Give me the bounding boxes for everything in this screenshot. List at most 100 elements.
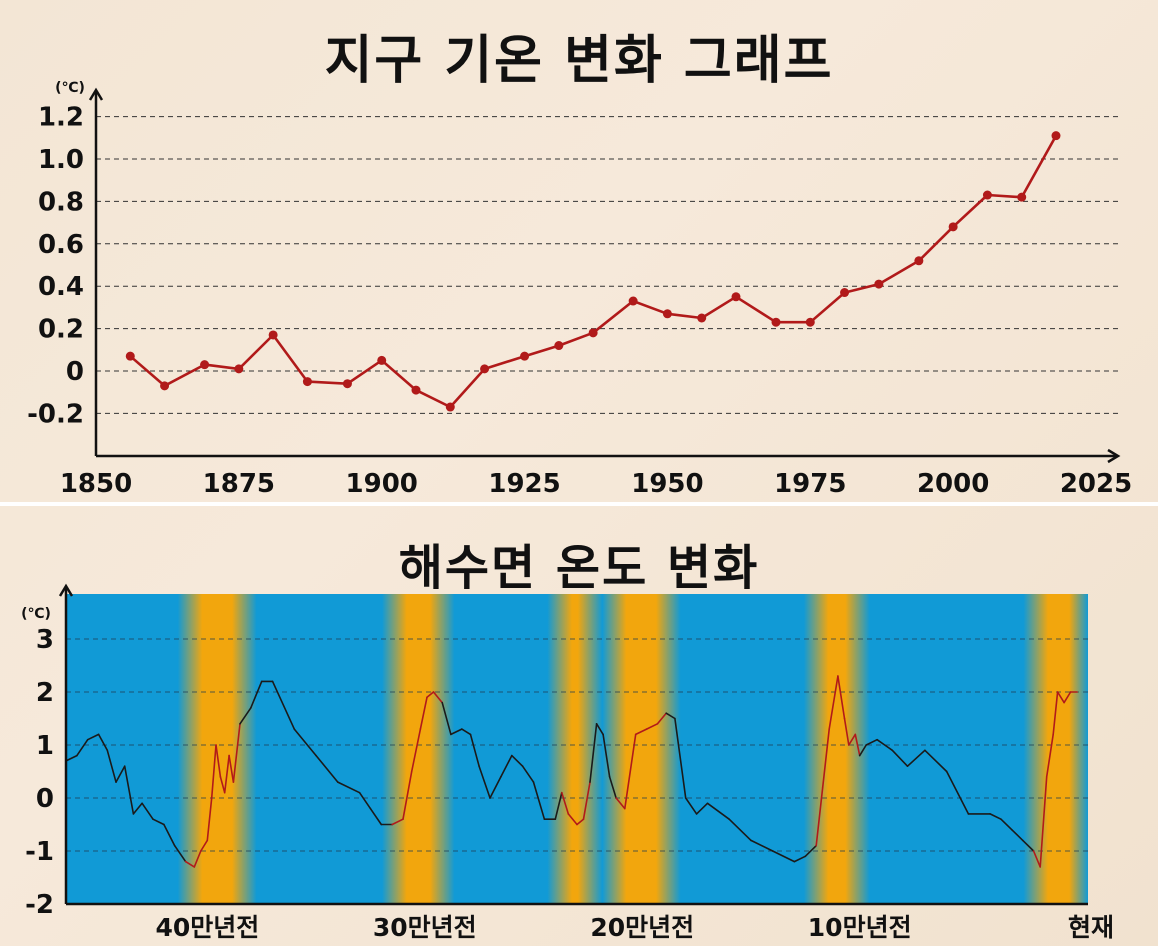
temperature-line-segment <box>847 733 857 746</box>
data-point <box>697 313 707 323</box>
x-tick-label: 40만년전 <box>155 913 259 942</box>
temperature-line-segment <box>804 844 818 858</box>
temperature-line-segment <box>1000 818 1013 831</box>
temperature-line-segment <box>369 807 383 826</box>
global-temperature-chart: (℃) 1.2 1.0 0.8 0.6 0.4 0.2 0 -0.2 1850 1875 1900 19… <box>27 80 1132 499</box>
temperature-line-segment <box>576 818 585 826</box>
y-tick-label: -0.2 <box>27 399 84 429</box>
y-tick-label: 3 <box>36 625 54 655</box>
x-tick-label: 20만년전 <box>590 913 694 942</box>
temperature-line-segment <box>1045 733 1054 778</box>
temperature-line-segment <box>184 860 196 868</box>
temperature-line-segment <box>391 818 404 826</box>
temperature-line-segment <box>876 738 894 752</box>
x-tick-label: 1950 <box>631 469 703 499</box>
temperature-line-segment <box>200 839 209 852</box>
temperature-line-segment <box>554 791 563 821</box>
temperature-line-segment <box>469 733 480 768</box>
chart-title: 해수면 온도 변화 <box>398 540 760 596</box>
temperature-line-segment <box>1032 850 1041 868</box>
temperature-line-segment <box>432 691 444 704</box>
data-point <box>874 279 884 289</box>
y-tick-label: 0.2 <box>38 315 84 345</box>
data-point <box>520 351 530 361</box>
temperature-line-segment <box>219 775 226 794</box>
temperature-line-segment <box>728 818 752 842</box>
temperature-line-segment <box>215 744 222 778</box>
x-tick-label: 2025 <box>1060 469 1132 499</box>
temperature-line-segment <box>854 733 861 757</box>
y-tick-label: 0.8 <box>38 187 84 217</box>
x-tick-label: 1850 <box>60 469 132 499</box>
temperature-line-segment <box>821 728 831 789</box>
temperature-line-segment <box>441 701 452 736</box>
temperature-line-segment <box>232 723 241 783</box>
data-point <box>914 256 924 266</box>
temperature-line <box>129 135 1058 409</box>
temperature-line-segment <box>665 712 676 720</box>
temperature-line-segment <box>239 707 252 725</box>
data-point <box>234 364 244 374</box>
temperature-line-segment <box>532 781 546 821</box>
y-axis-arrow <box>88 87 104 101</box>
temperature-line-segment <box>906 749 926 768</box>
temperature-background-bands <box>66 594 1088 904</box>
temperature-line-segment <box>86 733 100 741</box>
temperature-line-segment <box>695 802 709 815</box>
temperature-line-segment <box>65 754 78 762</box>
data-point <box>554 341 564 351</box>
temperature-line-segment <box>924 749 948 773</box>
data-point <box>480 364 490 374</box>
data-point <box>662 309 672 319</box>
temperature-line-segment <box>1063 691 1072 704</box>
x-tick-label: 2000 <box>917 469 989 499</box>
temperature-line-segment <box>582 781 591 821</box>
temperature-line-segment <box>684 797 698 815</box>
data-point <box>805 317 815 327</box>
temperature-line-segment <box>521 765 535 783</box>
data-point <box>342 379 352 389</box>
chart-title: 지구 기온 변화 그래프 <box>324 31 834 91</box>
temperature-line-segment <box>608 775 617 799</box>
panel-divider <box>0 502 1158 506</box>
data-point <box>377 355 387 365</box>
y-axis-arrow <box>58 583 74 597</box>
temperature-line-segment <box>460 728 472 736</box>
temperature-line-segment <box>595 723 604 736</box>
data-point <box>628 296 638 306</box>
temperature-line-segment <box>410 728 422 773</box>
x-tick-label: 1900 <box>346 469 418 499</box>
y-tick-label: 1.0 <box>38 145 84 175</box>
temperature-line-segment <box>1011 828 1024 842</box>
data-point <box>588 328 598 338</box>
temperature-line-segment <box>750 839 774 852</box>
x-tick-label: 현재 <box>1068 913 1114 942</box>
data-point <box>771 317 781 327</box>
data-point <box>840 288 850 298</box>
temperature-line-segment <box>358 791 372 810</box>
y-tick-label: 0.4 <box>38 272 84 302</box>
y-axis-unit: (℃) <box>55 80 85 96</box>
temperature-line-segment <box>858 744 868 757</box>
data-point <box>160 381 170 391</box>
x-tick-label: 1975 <box>774 469 846 499</box>
temperature-line-segment <box>602 733 611 778</box>
data-point <box>948 222 958 232</box>
temperature-line-segment <box>228 754 235 783</box>
x-tick-label: 10만년전 <box>808 913 912 942</box>
sea-surface-temperature-chart: (℃) 3 2 1 0 -1 -2 40만년전 30만년전 20만년전 10만년전 현재 <box>21 583 1114 942</box>
temperature-line-segment <box>450 728 463 736</box>
global-temperature-panel: 지구 기온 변화 그래프 (℃) 1.2 1.0 0.8 0.6 0.4 0.2 0 -0.2 1… <box>27 31 1132 499</box>
data-point <box>1051 131 1061 141</box>
temperature-line-segment <box>843 717 850 746</box>
data-point <box>200 360 210 370</box>
temperature-line-segment <box>645 723 659 730</box>
temperature-line-segment <box>891 749 909 768</box>
data-point <box>982 190 992 200</box>
temperature-line-segment <box>173 844 187 863</box>
temperature-line-segment <box>865 738 878 746</box>
temperature-line-segment <box>489 775 502 799</box>
temperature-line-segment <box>97 733 109 752</box>
x-axis-arrow <box>1107 448 1121 464</box>
temperature-line-segment <box>674 717 687 799</box>
